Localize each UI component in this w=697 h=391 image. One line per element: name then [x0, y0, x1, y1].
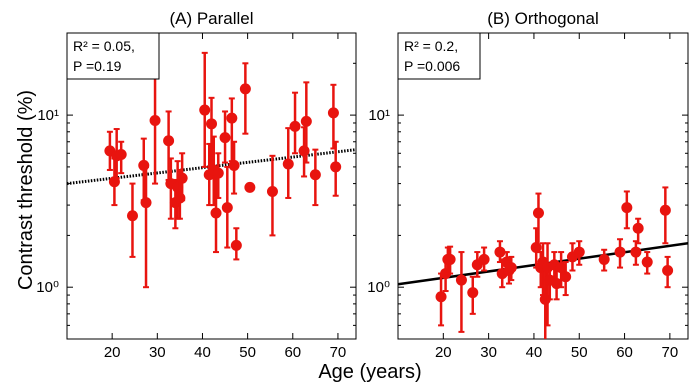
data-point — [266, 185, 278, 197]
y-tick-label: 10⁰ — [367, 279, 390, 296]
data-point — [621, 202, 633, 214]
x-tick-label: 20 — [435, 344, 452, 361]
data-point — [309, 169, 321, 181]
data-point — [598, 253, 610, 265]
data-point — [641, 256, 653, 268]
data-point — [212, 167, 224, 179]
data-point — [221, 202, 233, 214]
data-point — [174, 192, 186, 204]
data-point — [289, 120, 301, 132]
data-point — [659, 204, 671, 216]
axes-frame — [397, 32, 689, 340]
data-point — [176, 172, 188, 184]
data-point — [226, 112, 238, 124]
x-tick-label: 70 — [662, 344, 679, 361]
data-point — [467, 287, 479, 299]
p-value-label: P =0.006 — [404, 58, 460, 74]
stats-box — [397, 32, 481, 80]
panel-orthogonal: 10⁰ 10¹ 20 30 40 50 60 70 R² = 0.2, P =0.006 (B) O… — [367, 9, 689, 361]
x-tick-label: 30 — [480, 344, 497, 361]
x-tick-label: 60 — [284, 344, 301, 361]
data-point — [210, 207, 222, 219]
data-point — [444, 253, 456, 265]
x-axis-title: Age (years) — [318, 361, 421, 383]
data-point — [630, 246, 642, 258]
data-point — [115, 149, 127, 161]
x-tick-label: 30 — [149, 344, 166, 361]
y-tick-label: 10⁰ — [36, 279, 59, 296]
panel-title: (B) Orthogonal — [487, 9, 599, 28]
data-point — [555, 262, 567, 274]
data-point — [327, 107, 339, 119]
data-point — [228, 159, 240, 171]
data-point — [614, 246, 626, 258]
data-point — [435, 291, 447, 303]
data-point — [199, 104, 211, 116]
data-point — [455, 274, 467, 286]
data-point — [282, 158, 294, 170]
data-point — [532, 207, 544, 219]
data-point — [632, 222, 644, 234]
x-tick-label: 20 — [104, 344, 121, 361]
x-tick-label: 50 — [239, 344, 256, 361]
panel-parallel: 10⁰ 10¹ 20 30 40 50 60 70 R² = 0.05, P =0.19 (A) P… — [36, 9, 357, 361]
r-squared-label: R² = 0.2, — [404, 38, 458, 54]
data-point — [138, 159, 150, 171]
stats-box — [66, 32, 160, 80]
data-point — [298, 145, 310, 157]
data-point — [239, 83, 251, 95]
p-value-label: P =0.19 — [73, 58, 122, 74]
data-point — [219, 132, 231, 144]
data-point — [573, 246, 585, 258]
x-tick-label: 40 — [526, 344, 543, 361]
y-tick-label: 10¹ — [368, 107, 390, 124]
y-axis-title: Contrast threshold (%) — [15, 90, 37, 290]
data-point — [149, 115, 161, 127]
data-point — [140, 197, 152, 209]
data-point — [478, 253, 490, 265]
r-squared-label: R² = 0.05, — [73, 38, 135, 54]
y-tick-label: 10¹ — [37, 107, 59, 124]
x-tick-label: 40 — [194, 344, 211, 361]
data-point — [230, 239, 242, 251]
data-point — [244, 181, 256, 193]
data-point — [560, 271, 572, 283]
data-point — [494, 246, 506, 258]
x-tick-label: 60 — [616, 344, 633, 361]
data-point — [163, 135, 175, 147]
data-point — [662, 265, 674, 277]
data-point — [206, 118, 217, 130]
axes-frame — [66, 32, 357, 340]
data-point — [126, 210, 138, 222]
panel-title: (A) Parallel — [169, 9, 253, 28]
x-tick-label: 70 — [330, 344, 347, 361]
data-point — [505, 262, 517, 274]
data-point — [330, 161, 342, 173]
x-tick-label: 50 — [571, 344, 588, 361]
data-point — [300, 115, 312, 127]
